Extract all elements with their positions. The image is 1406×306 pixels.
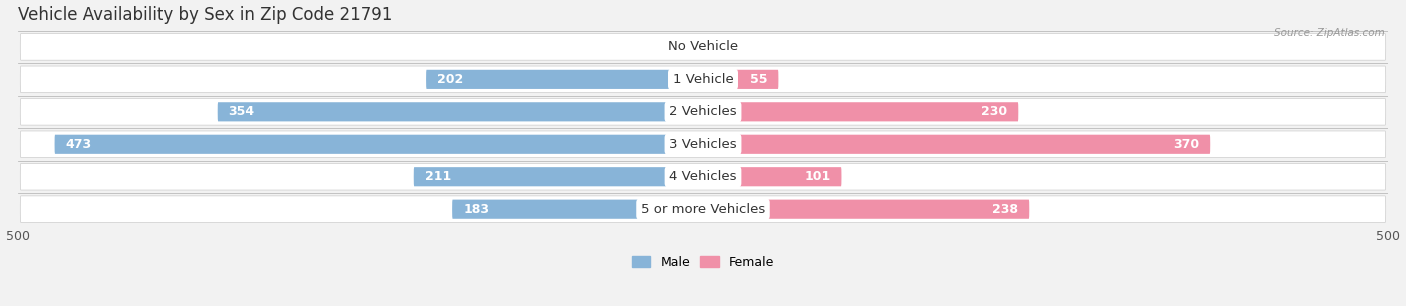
Text: 183: 183 [463, 203, 489, 216]
Text: Source: ZipAtlas.com: Source: ZipAtlas.com [1274, 28, 1385, 38]
Text: 0: 0 [711, 40, 720, 53]
Text: 230: 230 [981, 105, 1007, 118]
Text: 1 Vehicle: 1 Vehicle [672, 73, 734, 86]
FancyBboxPatch shape [703, 200, 1029, 219]
Text: 11: 11 [664, 40, 679, 53]
FancyBboxPatch shape [688, 37, 703, 57]
Text: 370: 370 [1173, 138, 1199, 151]
Text: 4 Vehicles: 4 Vehicles [669, 170, 737, 183]
Text: 5 or more Vehicles: 5 or more Vehicles [641, 203, 765, 216]
FancyBboxPatch shape [703, 70, 779, 89]
Text: 55: 55 [749, 73, 768, 86]
Text: No Vehicle: No Vehicle [668, 40, 738, 53]
Text: 3 Vehicles: 3 Vehicles [669, 138, 737, 151]
Text: 2 Vehicles: 2 Vehicles [669, 105, 737, 118]
FancyBboxPatch shape [703, 135, 1211, 154]
Text: 238: 238 [993, 203, 1018, 216]
FancyBboxPatch shape [413, 167, 703, 186]
Text: 202: 202 [437, 73, 464, 86]
FancyBboxPatch shape [20, 66, 1386, 93]
Text: 354: 354 [229, 105, 254, 118]
Text: 473: 473 [66, 138, 91, 151]
FancyBboxPatch shape [703, 102, 1018, 121]
Legend: Male, Female: Male, Female [627, 251, 779, 274]
Text: Vehicle Availability by Sex in Zip Code 21791: Vehicle Availability by Sex in Zip Code … [17, 6, 392, 24]
FancyBboxPatch shape [55, 135, 703, 154]
FancyBboxPatch shape [703, 167, 841, 186]
FancyBboxPatch shape [20, 131, 1386, 158]
FancyBboxPatch shape [20, 196, 1386, 222]
FancyBboxPatch shape [453, 200, 703, 219]
FancyBboxPatch shape [218, 102, 703, 121]
FancyBboxPatch shape [426, 70, 703, 89]
FancyBboxPatch shape [20, 99, 1386, 125]
Text: 101: 101 [804, 170, 831, 183]
FancyBboxPatch shape [20, 34, 1386, 60]
FancyBboxPatch shape [20, 163, 1386, 190]
Text: 211: 211 [425, 170, 451, 183]
